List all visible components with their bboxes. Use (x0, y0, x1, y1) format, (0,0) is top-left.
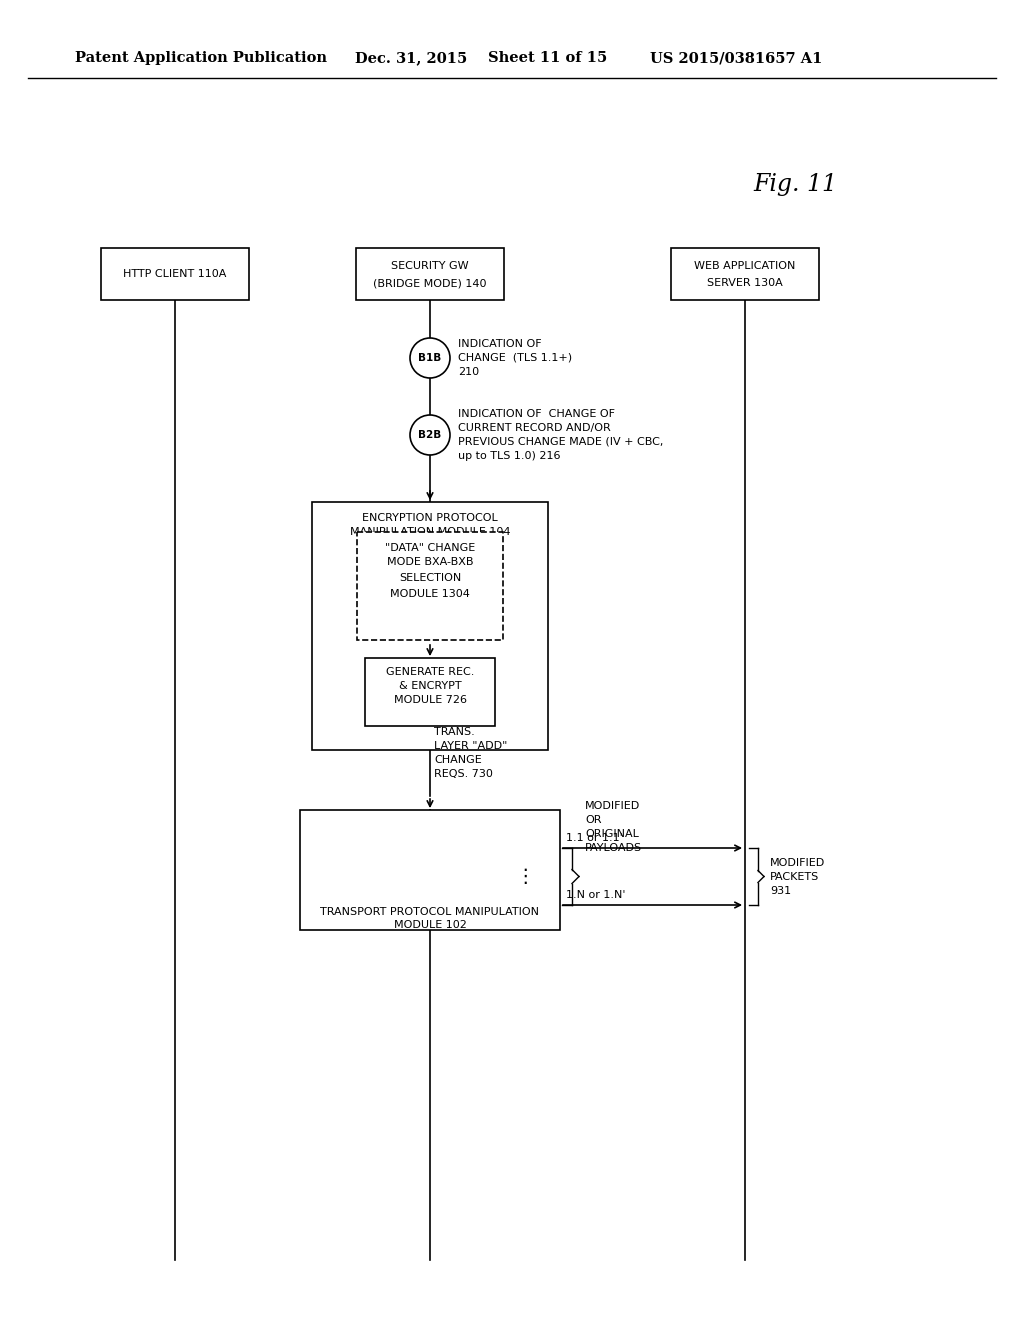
FancyBboxPatch shape (365, 657, 495, 726)
Text: LAYER "ADD": LAYER "ADD" (434, 741, 507, 751)
Text: INDICATION OF  CHANGE OF: INDICATION OF CHANGE OF (458, 409, 615, 418)
Text: up to TLS 1.0) 216: up to TLS 1.0) 216 (458, 451, 560, 461)
Text: MODIFIED: MODIFIED (770, 858, 825, 867)
Text: "DATA" CHANGE: "DATA" CHANGE (385, 543, 475, 553)
FancyBboxPatch shape (312, 502, 548, 750)
Text: Dec. 31, 2015: Dec. 31, 2015 (355, 51, 467, 65)
Text: HTTP CLIENT 110A: HTTP CLIENT 110A (123, 269, 226, 279)
FancyBboxPatch shape (300, 810, 560, 931)
Circle shape (410, 338, 450, 378)
Text: OR: OR (585, 814, 601, 825)
Text: ORIGINAL: ORIGINAL (585, 829, 639, 840)
Text: MANIPULATION MODULE 104: MANIPULATION MODULE 104 (350, 527, 510, 537)
Text: SERVER 130A: SERVER 130A (708, 279, 783, 288)
Text: 931: 931 (770, 886, 792, 895)
Text: (BRIDGE MODE) 140: (BRIDGE MODE) 140 (374, 279, 486, 288)
Text: ENCRYPTION PROTOCOL: ENCRYPTION PROTOCOL (362, 513, 498, 523)
Text: Patent Application Publication: Patent Application Publication (75, 51, 327, 65)
Text: 210: 210 (458, 367, 479, 378)
Text: PREVIOUS CHANGE MADE (IV + CBC,: PREVIOUS CHANGE MADE (IV + CBC, (458, 437, 664, 447)
Text: & ENCRYPT: & ENCRYPT (398, 681, 462, 690)
FancyBboxPatch shape (356, 248, 504, 300)
FancyBboxPatch shape (357, 532, 503, 640)
Text: PACKETS: PACKETS (770, 871, 819, 882)
Text: TRANS.: TRANS. (434, 727, 475, 737)
Text: REQS. 730: REQS. 730 (434, 770, 493, 779)
Text: B2B: B2B (419, 430, 441, 440)
Text: MODIFIED: MODIFIED (585, 801, 640, 810)
Text: CHANGE: CHANGE (434, 755, 481, 766)
FancyBboxPatch shape (101, 248, 249, 300)
Text: 1.N or 1.N': 1.N or 1.N' (566, 890, 626, 900)
Circle shape (410, 414, 450, 455)
Text: CURRENT RECORD AND/OR: CURRENT RECORD AND/OR (458, 422, 610, 433)
Text: MODE BXA-BXB: MODE BXA-BXB (387, 557, 473, 568)
Text: PAYLOADS: PAYLOADS (585, 843, 642, 853)
Text: GENERATE REC.: GENERATE REC. (386, 667, 474, 677)
Text: US 2015/0381657 A1: US 2015/0381657 A1 (650, 51, 822, 65)
Text: B1B: B1B (419, 352, 441, 363)
Text: MODULE 102: MODULE 102 (393, 920, 467, 931)
Text: SELECTION: SELECTION (399, 573, 461, 583)
Text: MODULE 726: MODULE 726 (393, 696, 467, 705)
Text: ⋮: ⋮ (515, 866, 535, 886)
Text: SECURITY GW: SECURITY GW (391, 261, 469, 271)
Text: TRANSPORT PROTOCOL MANIPULATION: TRANSPORT PROTOCOL MANIPULATION (321, 907, 540, 917)
Text: Sheet 11 of 15: Sheet 11 of 15 (488, 51, 607, 65)
FancyBboxPatch shape (671, 248, 819, 300)
Text: MODULE 1304: MODULE 1304 (390, 589, 470, 599)
Text: WEB APPLICATION: WEB APPLICATION (694, 261, 796, 271)
Text: INDICATION OF: INDICATION OF (458, 339, 542, 348)
Text: Fig. 11: Fig. 11 (753, 173, 837, 197)
Text: 1.1 or 1.1': 1.1 or 1.1' (566, 833, 623, 843)
Text: CHANGE  (TLS 1.1+): CHANGE (TLS 1.1+) (458, 352, 572, 363)
